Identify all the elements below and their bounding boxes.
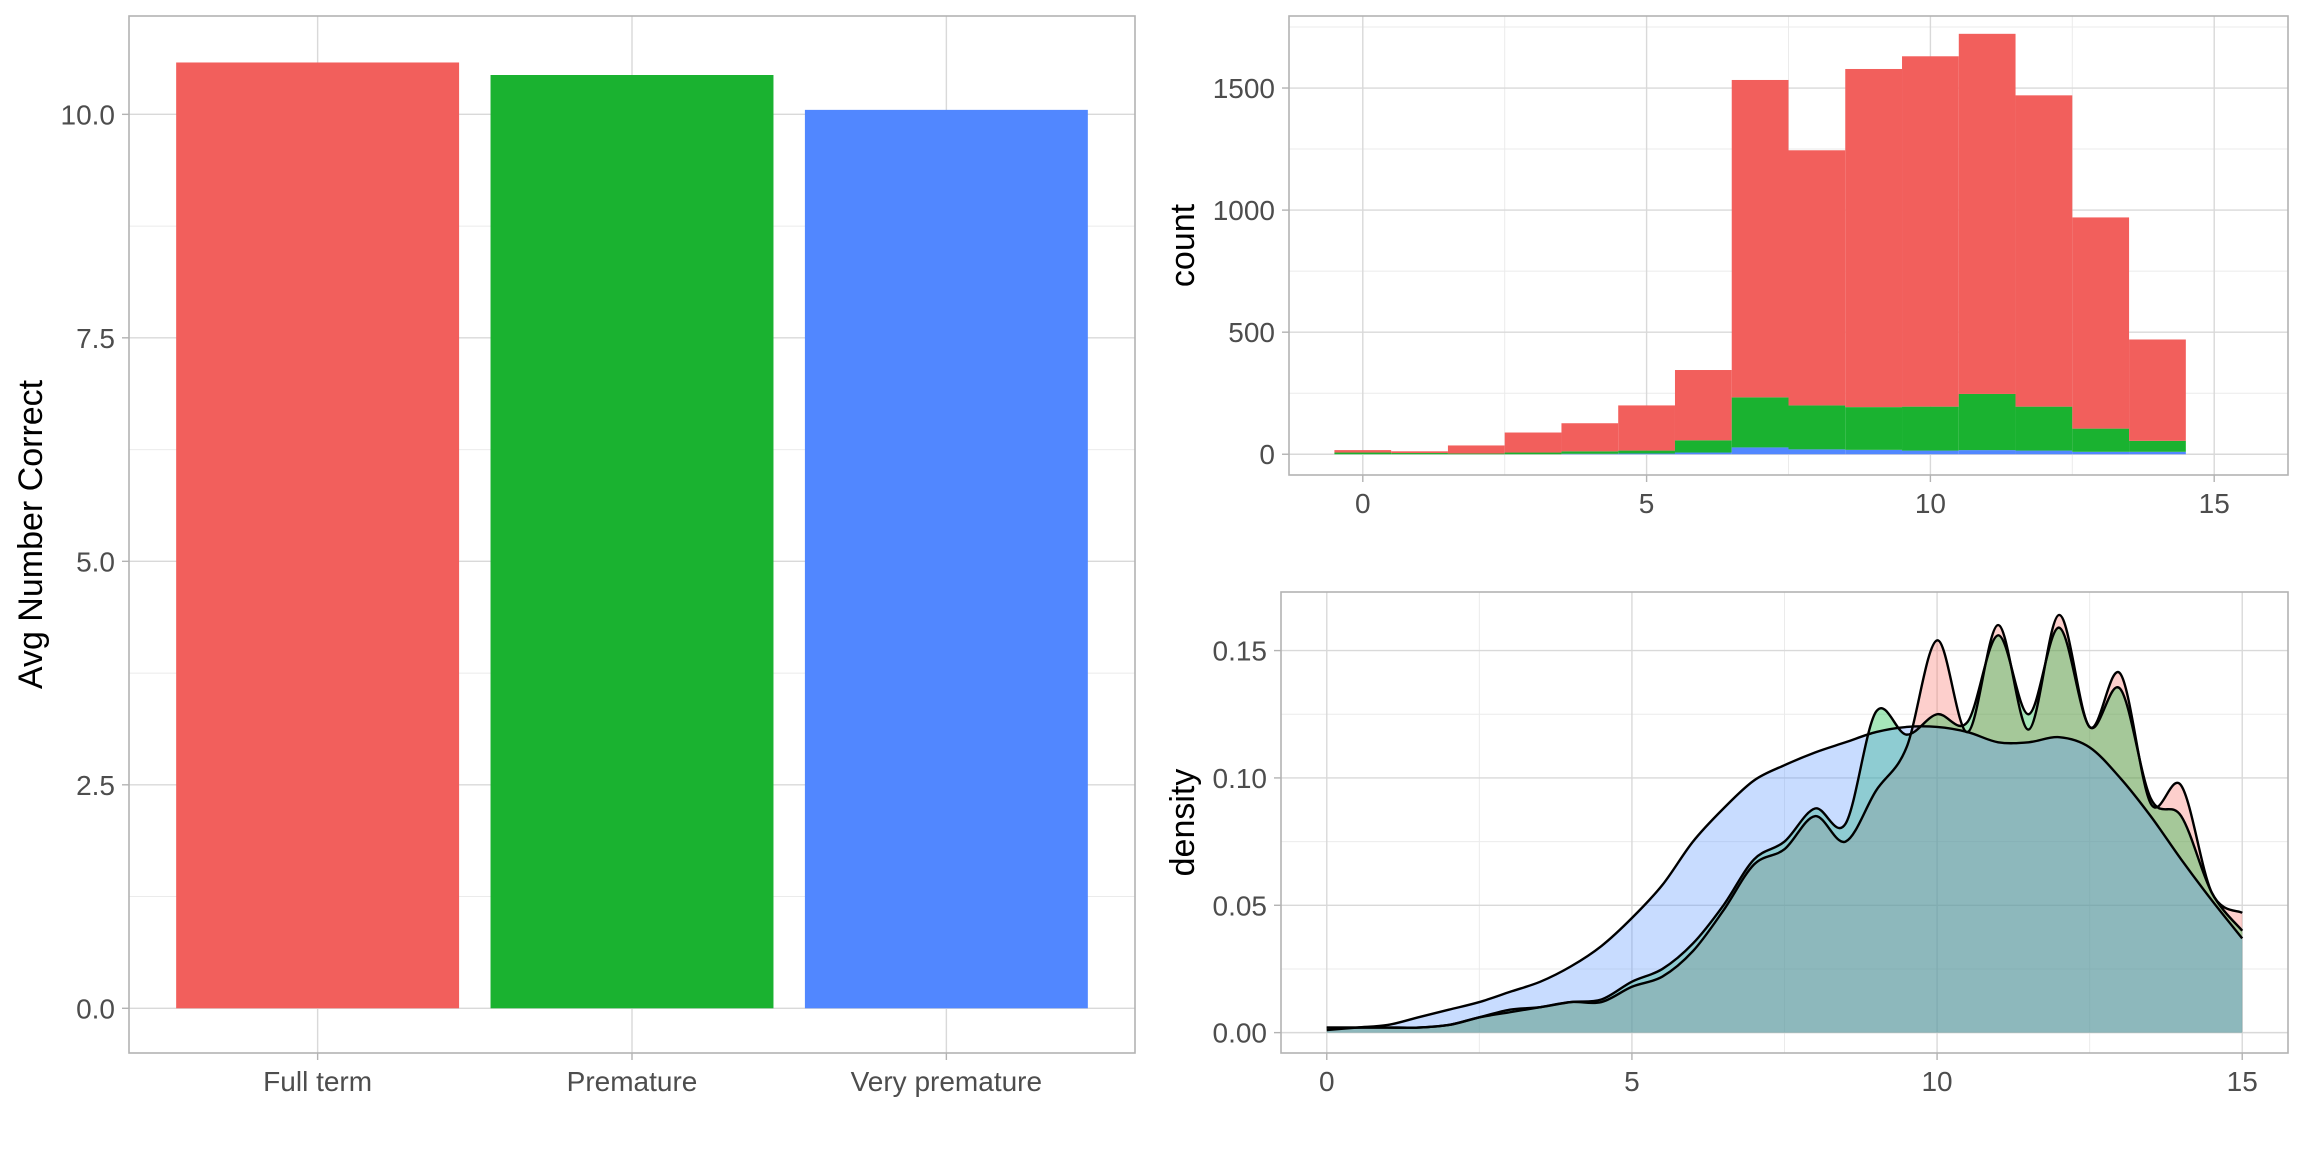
x-tick-label: 5: [1639, 488, 1655, 519]
y-tick-label: 0: [1259, 439, 1275, 470]
histogram-bar: [1902, 56, 1959, 407]
histogram-bar: [1788, 449, 1846, 455]
histogram-bar: [1618, 450, 1675, 454]
histogram-bar: [2015, 406, 2073, 451]
histogram-bar: [1788, 405, 1846, 450]
histogram-panel: 0 5 10 15 0 500 1000 1500 count: [1164, 15, 2289, 519]
x-tick-label: 10: [1915, 488, 1946, 519]
histogram-bar: [1902, 406, 1959, 451]
x-tick-label: 15: [2227, 1066, 2258, 1097]
density-ticks: 0 5 10 15 0.00 0.05 0.10 0.15: [1213, 636, 2258, 1097]
x-tick-label: 0: [1319, 1066, 1335, 1097]
density-grid: [1281, 592, 2288, 1053]
histogram-y-axis-title: count: [1164, 203, 1202, 287]
histogram-bar: [2129, 451, 2186, 455]
bar: [490, 75, 774, 1009]
x-tick-label: Full term: [263, 1066, 372, 1097]
histogram-bar: [1504, 432, 1562, 453]
density-curve: [1326, 725, 2244, 1032]
histogram-bar: [1731, 397, 1789, 448]
histogram-bar: [1447, 445, 1505, 454]
histogram-bar: [1561, 423, 1619, 452]
histogram-bar: [1958, 33, 2016, 394]
histogram-ticks: 0 5 10 15 0 500 1000 1500: [1213, 73, 2230, 519]
histogram-bar: [2015, 95, 2073, 407]
histogram-bar: [1902, 450, 1959, 455]
density-y-axis-title: density: [1164, 769, 1202, 877]
histogram-bar: [1334, 450, 1392, 453]
y-tick-label: 1000: [1213, 195, 1275, 226]
histogram-bar: [1561, 451, 1619, 454]
bar-chart-bars: [176, 62, 1088, 1009]
histogram-border: [1288, 15, 2289, 476]
bar-chart-y-axis-title: Avg Number Correct: [12, 379, 50, 689]
histogram-bar: [1845, 407, 1903, 450]
histogram-bar: [1391, 453, 1448, 455]
density-curve: [1326, 626, 2244, 1029]
histogram-bars: [1334, 33, 2186, 455]
histogram-bar: [2129, 440, 2186, 452]
density-curve: [1326, 613, 2243, 1029]
density-panel: 0 5 10 15 0.00 0.05 0.10 0.15 density: [1164, 591, 2289, 1097]
histogram-bar: [1674, 452, 1732, 455]
y-tick-label: 500: [1228, 317, 1275, 348]
y-tick-label: 0.05: [1213, 890, 1268, 921]
histogram-bar: [1618, 405, 1675, 451]
bar-chart-ticks: 0.0 2.5 5.0 7.5 10.0 Full term Premature Very p…: [61, 99, 1043, 1097]
histogram-bar: [1674, 370, 1732, 441]
density-areas: [1326, 613, 2244, 1033]
y-tick-label: 7.5: [76, 323, 115, 354]
histogram-bar: [2072, 428, 2130, 452]
y-tick-label: 0.0: [76, 993, 115, 1024]
x-tick-label: Premature: [567, 1066, 698, 1097]
y-tick-label: 0.00: [1213, 1018, 1268, 1049]
histogram-bar: [1618, 453, 1675, 455]
histogram-bar: [1845, 68, 1903, 408]
histogram-bar: [2072, 451, 2130, 455]
x-tick-label: 10: [1921, 1066, 1952, 1097]
y-tick-label: 0.15: [1213, 636, 1268, 667]
x-tick-label: 5: [1624, 1066, 1640, 1097]
histogram-bar: [2072, 217, 2130, 429]
histogram-bar: [1845, 449, 1903, 455]
histogram-bar: [2129, 339, 2186, 441]
y-tick-label: 10.0: [61, 99, 116, 130]
density-border: [1280, 591, 2289, 1054]
histogram-bar: [1731, 447, 1789, 455]
x-tick-label: Very premature: [851, 1066, 1042, 1097]
histogram-bar: [1958, 393, 2016, 451]
histogram-bar: [1674, 440, 1732, 453]
histogram-bar: [2015, 450, 2073, 455]
density-area: [1326, 726, 2243, 1033]
y-tick-label: 0.10: [1213, 763, 1268, 794]
y-tick-label: 5.0: [76, 546, 115, 577]
histogram-bar: [1504, 452, 1562, 455]
histogram-bar: [1958, 450, 2016, 455]
histogram-bar: [1391, 451, 1448, 454]
x-tick-label: 0: [1355, 488, 1371, 519]
bar: [804, 109, 1088, 1009]
histogram-bar: [1788, 150, 1846, 406]
density-area: [1326, 627, 2243, 1033]
x-tick-label: 15: [2199, 488, 2230, 519]
histogram-bar: [1334, 452, 1392, 455]
histogram-bar: [1731, 79, 1789, 398]
density-area: [1326, 614, 2243, 1033]
histogram-bar: [1447, 453, 1505, 455]
y-tick-label: 2.5: [76, 770, 115, 801]
bar-chart-panel: 0.0 2.5 5.0 7.5 10.0 Full term Premature Very p…: [12, 15, 1136, 1097]
bar: [176, 62, 460, 1009]
y-tick-label: 1500: [1213, 73, 1275, 104]
